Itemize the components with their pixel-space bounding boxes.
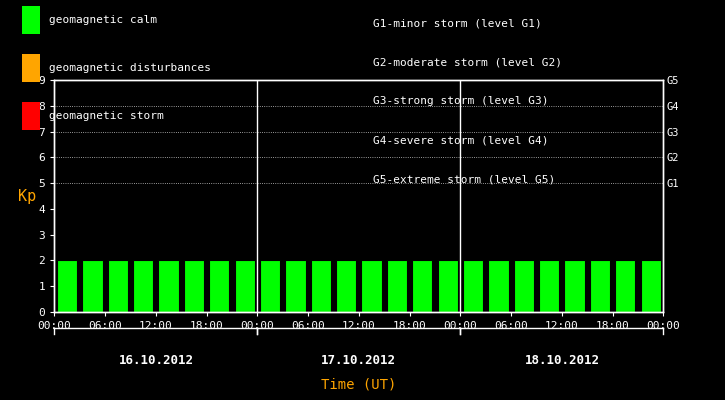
Bar	[386, 260, 407, 312]
Text: 18.10.2012: 18.10.2012	[524, 354, 600, 366]
Bar	[437, 260, 457, 312]
Bar	[183, 260, 204, 312]
Bar	[107, 260, 128, 312]
Text: G5-extreme storm (level G5): G5-extreme storm (level G5)	[373, 175, 555, 185]
Text: G4-severe storm (level G4): G4-severe storm (level G4)	[373, 136, 549, 146]
Bar	[539, 260, 559, 312]
Bar	[310, 260, 331, 312]
Bar	[133, 260, 154, 312]
Bar	[158, 260, 178, 312]
Bar	[513, 260, 534, 312]
Text: G2-moderate storm (level G2): G2-moderate storm (level G2)	[373, 57, 563, 67]
Text: geomagnetic disturbances: geomagnetic disturbances	[49, 63, 210, 73]
Bar	[589, 260, 610, 312]
Text: G1-minor storm (level G1): G1-minor storm (level G1)	[373, 18, 542, 28]
Text: 16.10.2012: 16.10.2012	[118, 354, 194, 366]
Bar	[234, 260, 255, 312]
Bar	[488, 260, 508, 312]
Bar	[57, 260, 77, 312]
Bar	[260, 260, 280, 312]
Bar	[361, 260, 381, 312]
Bar	[615, 260, 635, 312]
Text: Time (UT): Time (UT)	[321, 378, 397, 392]
Text: G3-strong storm (level G3): G3-strong storm (level G3)	[373, 96, 549, 106]
Bar	[209, 260, 229, 312]
Bar	[564, 260, 584, 312]
Bar	[82, 260, 103, 312]
Text: geomagnetic calm: geomagnetic calm	[49, 15, 157, 25]
Bar	[412, 260, 432, 312]
Bar	[640, 260, 660, 312]
Bar	[463, 260, 483, 312]
Y-axis label: Kp: Kp	[18, 188, 36, 204]
Bar	[285, 260, 305, 312]
Text: 17.10.2012: 17.10.2012	[321, 354, 397, 366]
Bar	[336, 260, 356, 312]
Text: geomagnetic storm: geomagnetic storm	[49, 111, 163, 121]
